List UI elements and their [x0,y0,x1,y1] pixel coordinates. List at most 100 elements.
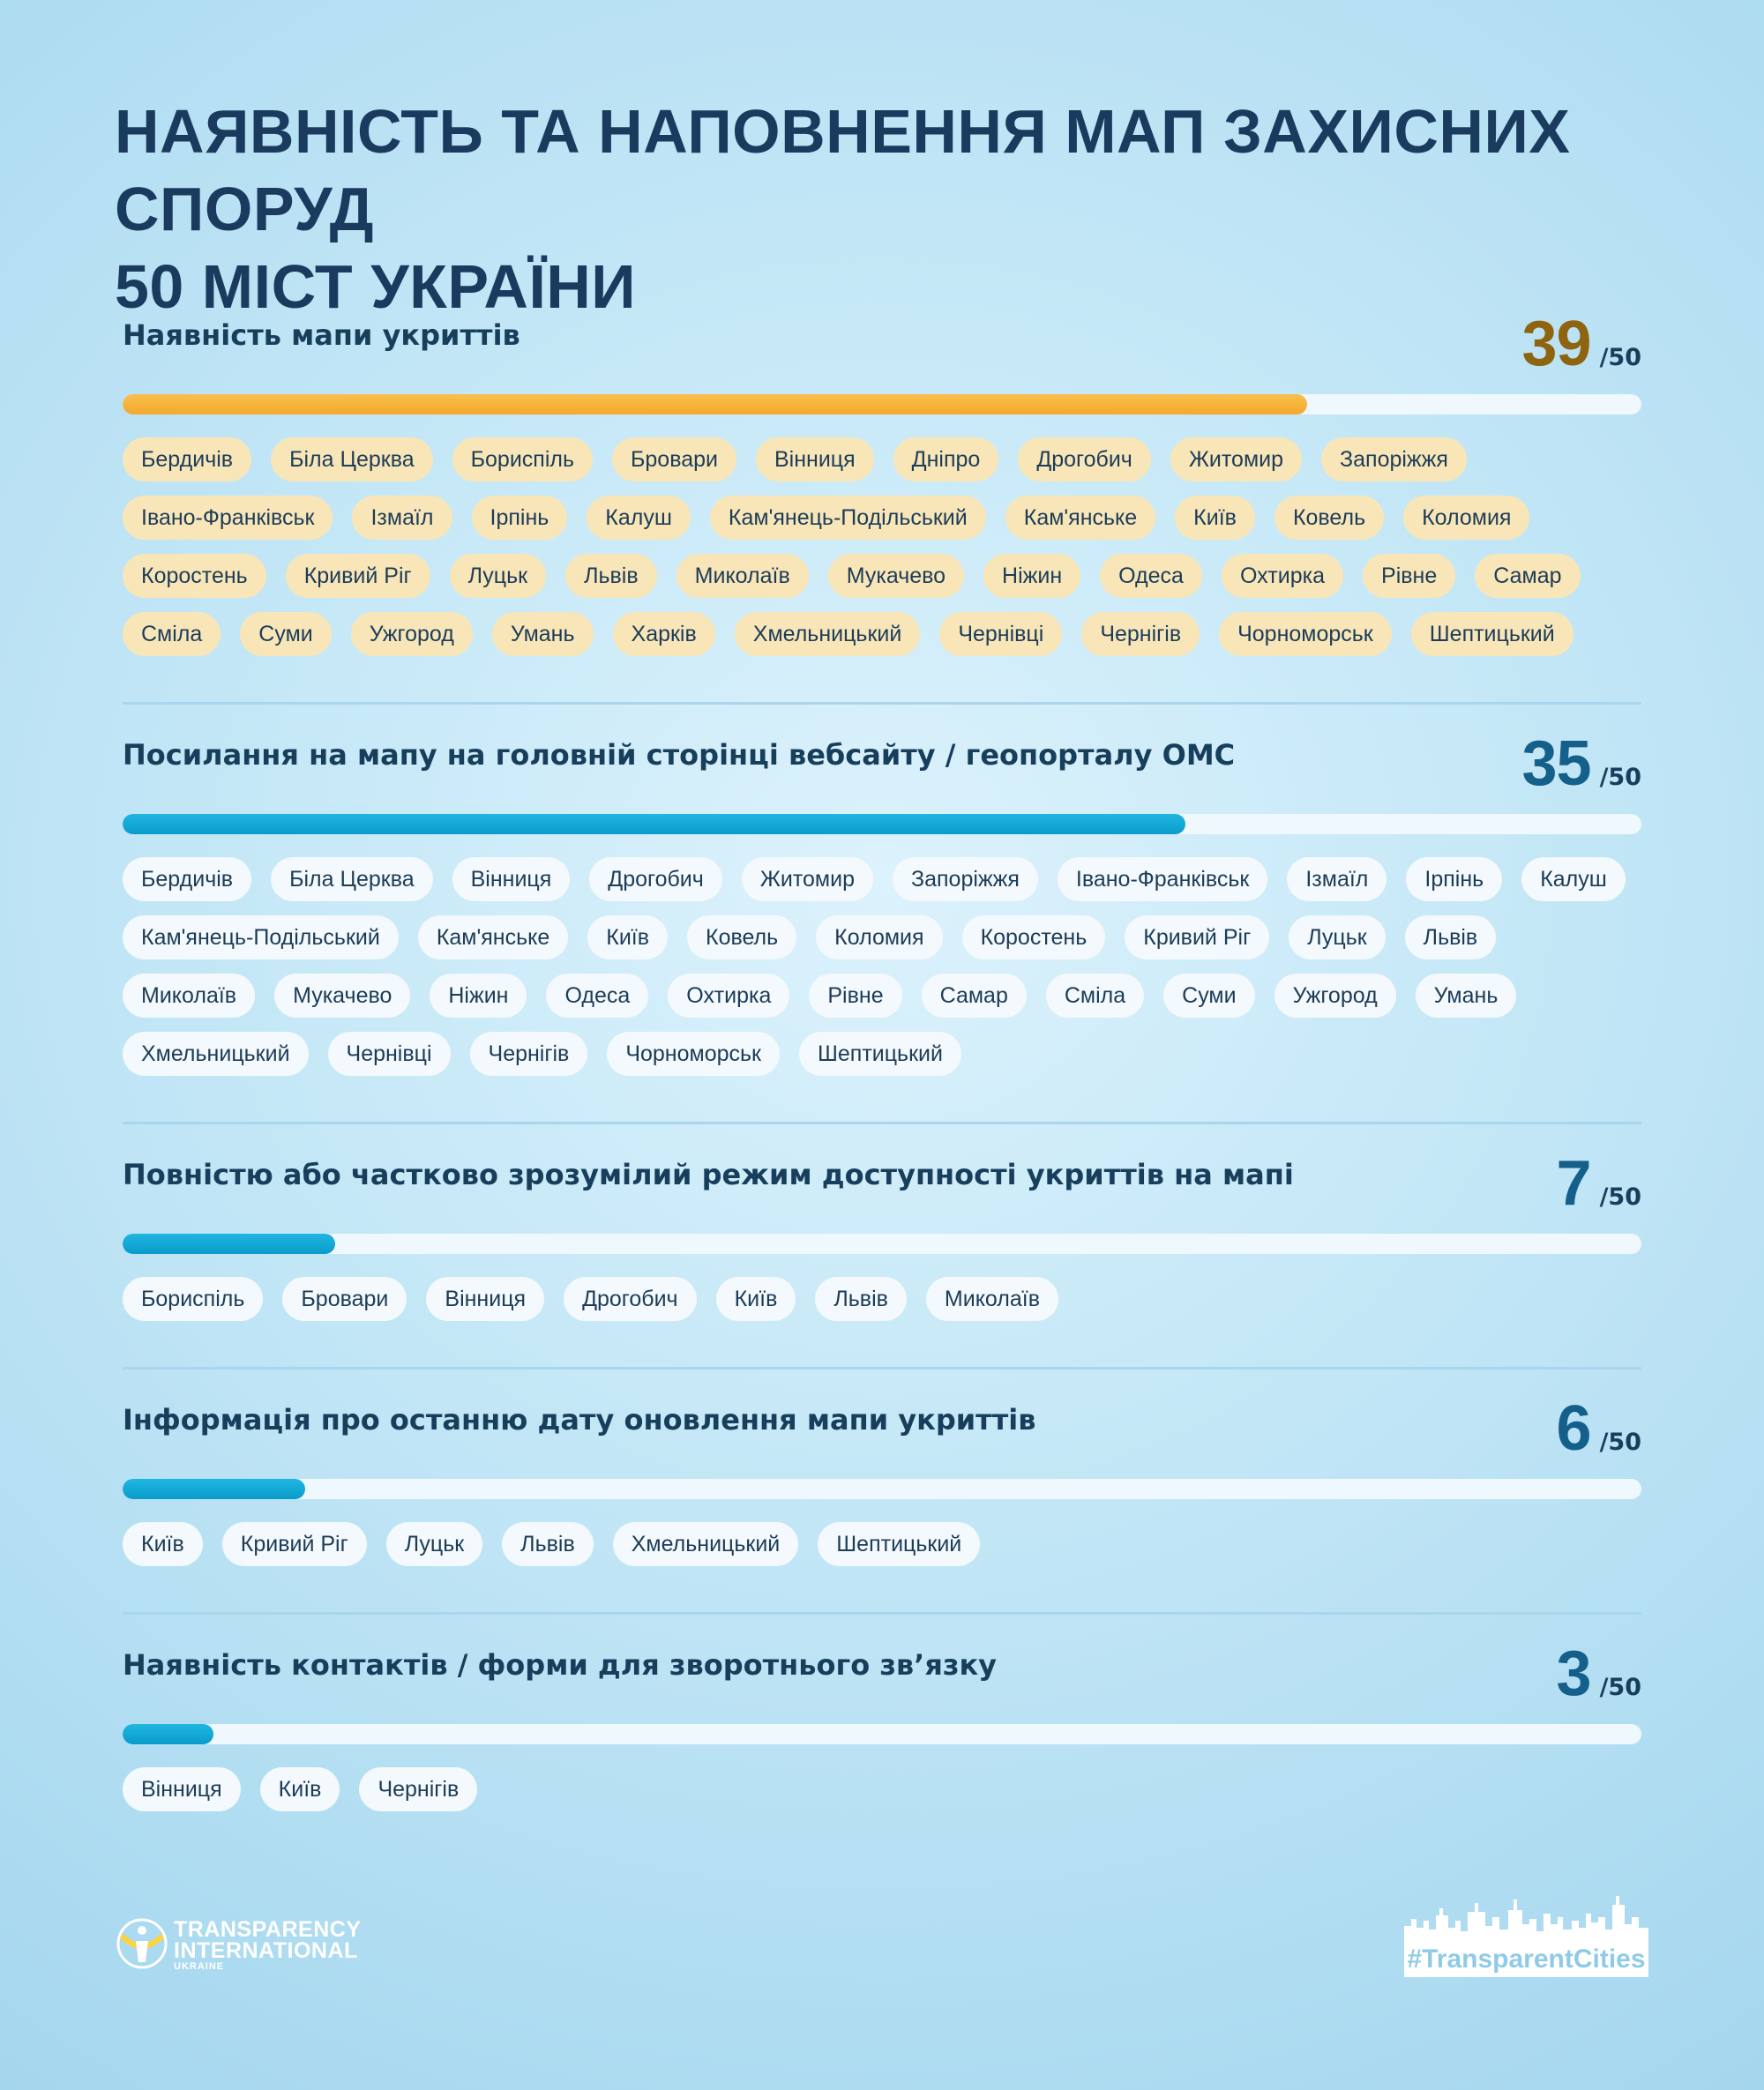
count-value: 3 [1556,1638,1592,1709]
city-chip: Бориспіль [123,1277,264,1321]
count-denominator: /50 [1599,764,1641,791]
metric-count: 39/50 [1521,308,1641,380]
city-chip: Шептицький [798,1032,961,1076]
city-chip: Чернігів [469,1032,588,1076]
city-chip: Київ [1175,496,1255,540]
city-chip: Умань [1415,974,1517,1018]
ti-line-1: TRANSPARENCY [174,1917,362,1942]
transparent-cities-tag: #TransparentCities [1404,1942,1648,1977]
progress-bar [123,1724,214,1744]
city-chip: Коростень [123,554,266,598]
city-chip: Миколаїв [925,1277,1059,1321]
city-list: Бориспіль Бровари Вінниця Дрогобич Київ Львів… [123,1277,1641,1321]
city-chip: Львів [815,1277,907,1321]
city-chip: Дрогобич [564,1277,697,1321]
city-chip: Дрогобич [1018,437,1151,481]
metric-header: Наявність мапи укриттів 39/50 [123,309,1641,392]
city-chip: Бровари [282,1277,407,1321]
progress-track [123,814,1641,834]
city-chip: Запоріжжя [893,857,1038,901]
count-denominator: /50 [1599,1429,1641,1456]
city-chip: Суми [1163,974,1255,1018]
metric-count: 3/50 [1557,1638,1641,1710]
city-chip: Біла Церква [271,437,433,481]
city-chip: Одеса [1100,554,1202,598]
section-divider [123,1367,1641,1370]
title-line-2: 50 МІСТ УКРАЇНИ [115,252,637,321]
ti-line-2: INTERNATIONAL [174,1938,358,1963]
city-chip: Шептицький [1410,612,1573,656]
city-chip: Калуш [1521,857,1626,901]
city-chip: Мукачево [274,974,411,1018]
metric-count: 7/50 [1557,1147,1641,1220]
city-chip: Чорноморськ [607,1032,780,1076]
city-chip: Рівне [809,974,902,1018]
city-chip: Умань [491,612,594,656]
city-list: Вінниця Київ Чернігів [123,1767,1641,1811]
city-chip: Хмельницький [734,612,921,656]
progress-bar [123,394,1308,414]
city-chip: Самар [1475,554,1581,598]
city-chip: Біла Церква [271,857,433,901]
city-chip: Хмельницький [612,1522,799,1566]
city-chip: Львів [502,1522,594,1566]
city-chip: Ніжин [430,974,527,1018]
city-chip: Охтирка [668,974,790,1018]
city-chip: Київ [259,1767,340,1811]
city-chip: Чернігів [1081,612,1200,656]
city-chip: Луцьк [449,554,547,598]
ti-logo-icon [116,1918,168,1969]
city-chip: Ірпінь [1406,857,1503,901]
city-chip: Сміла [123,612,221,656]
city-chip: Запоріжжя [1321,437,1467,481]
city-chip: Ковель [687,915,797,959]
city-chip: Ізмаїл [1287,857,1387,901]
count-value: 35 [1521,728,1591,799]
metric-header: Посилання на мапу на головній сторінці в… [123,728,1641,812]
count-denominator: /50 [1599,344,1641,371]
metric-label: Інформація про останню дату оновлення ма… [123,1403,1036,1437]
city-chip: Кривий Ріг [221,1522,367,1566]
city-chip: Ніжин [983,554,1081,598]
progress-track [123,1724,1641,1744]
city-chip: Київ [587,915,669,959]
city-chip: Чернівці [939,612,1063,656]
metric-label: Наявність мапи укриттів [123,318,520,352]
section-divider [123,702,1641,705]
city-chip: Ужгород [350,612,473,656]
city-chip: Київ [123,1522,203,1566]
city-chip: Бердичів [123,437,252,481]
city-chip: Вінниця [756,437,874,481]
city-chip: Житомир [1170,437,1303,481]
metric-header: Наявність контактів / форми для зворотнь… [123,1638,1641,1722]
progress-bar [123,814,1186,834]
city-chip: Одеса [546,974,649,1018]
city-chip: Кам'янське [417,915,569,959]
city-chip: Вінниця [123,1767,241,1811]
section-divider [123,1612,1641,1615]
city-chip: Івано-Франківськ [1057,857,1268,901]
city-chip: Коломия [1403,496,1530,540]
city-chip: Ковель [1274,496,1385,540]
metric-homepage-link: Посилання на мапу на головній сторінці в… [123,728,1641,1076]
city-chip: Київ [715,1277,796,1321]
city-chip: Луцьк [1289,915,1386,959]
ti-line-3: UKRAINE [174,1961,225,1972]
progress-track [123,394,1641,414]
city-chip: Сміла [1045,974,1145,1018]
city-chip: Бровари [612,437,736,481]
transparency-international-logo: TRANSPARENCY INTERNATIONAL UKRAINE [116,1912,363,1974]
city-chip: Чернігів [359,1767,478,1811]
city-chip: Кривий Ріг [285,554,430,598]
city-chip: Кам'янець-Подільський [123,915,399,959]
city-chip: Охтирка [1221,554,1344,598]
count-value: 6 [1556,1393,1592,1464]
metric-label: Наявність контактів / форми для зворотнь… [123,1648,998,1682]
metric-label: Посилання на мапу на головній сторінці в… [123,738,1236,772]
count-value: 7 [1556,1148,1592,1219]
city-chip: Бориспіль [452,437,593,481]
count-value: 39 [1521,309,1591,379]
metric-count: 35/50 [1521,728,1641,800]
city-list: Бердичів Біла Церква Бориспіль Бровари Вінни… [123,437,1641,656]
city-chip: Рівне [1363,554,1456,598]
